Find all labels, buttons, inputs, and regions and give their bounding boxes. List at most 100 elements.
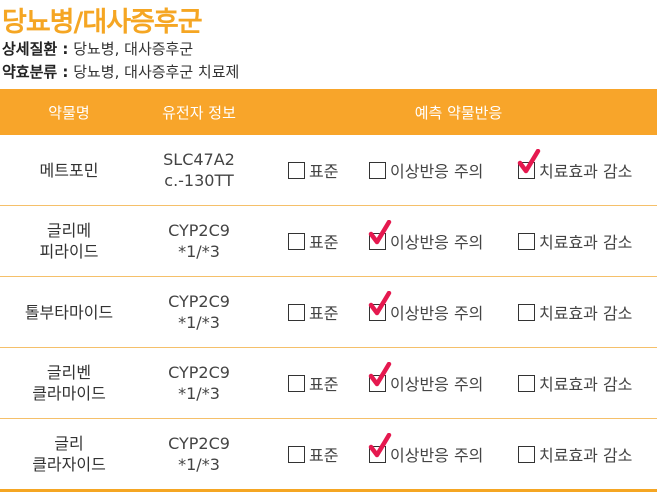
gene-info: CYP2C9 *1/*3 [138, 220, 260, 262]
gene-info-line: CYP2C9 [168, 221, 230, 240]
checkbox[interactable] [518, 232, 535, 250]
drug-name-line: 피라이드 [39, 242, 99, 261]
response-options: 표준 이상반응 주의 치료효과 감소 [260, 135, 657, 205]
option-label: 이상반응 주의 [390, 375, 484, 394]
option-reduced-efficacy: 치료효과 감소 [518, 206, 632, 276]
gene-info: SLC47A2 c.-130TT [138, 149, 260, 191]
option-label: 치료효과 감소 [539, 446, 633, 465]
option-standard: 표준 [288, 277, 338, 347]
option-adverse-reaction-caution: 이상반응 주의 [368, 277, 484, 347]
checkbox[interactable] [288, 374, 305, 392]
col-gene-info: 유전자 정보 [162, 103, 236, 122]
drug-response-table: 약물명 유전자 정보 예측 약물반응 메트포민 SLC47A2 c.-130TT 표준… [0, 89, 657, 492]
gene-info-line: CYP2C9 [168, 363, 230, 382]
option-standard: 표준 [288, 419, 338, 489]
checkbox[interactable] [518, 303, 535, 321]
drug-name-line: 톨부타마이드 [24, 302, 114, 322]
option-reduced-efficacy: 치료효과 감소 [518, 419, 632, 489]
drug-name-line: 클라마이드 [32, 384, 106, 403]
checkmark-icon [368, 361, 392, 386]
checkmark-icon [368, 290, 392, 315]
table-row: 메트포민 SLC47A2 c.-130TT 표준 이상반응 주의 치료효과 감소 [0, 135, 657, 206]
gene-info: CYP2C9 *1/*3 [138, 291, 260, 333]
checkbox[interactable] [368, 432, 392, 463]
option-label: 치료효과 감소 [539, 375, 633, 394]
option-label: 표준 [309, 375, 339, 394]
option-label: 이상반응 주의 [390, 304, 484, 323]
option-reduced-efficacy: 치료효과 감소 [518, 277, 632, 347]
response-options: 표준 이상반응 주의 치료효과 감소 [260, 206, 657, 276]
option-label: 치료효과 감소 [539, 233, 633, 252]
option-adverse-reaction-caution: 이상반응 주의 [369, 135, 483, 205]
gene-info-line: SLC47A2 [163, 150, 235, 169]
detail-disease-label: 상세질환 : [2, 40, 69, 58]
option-label: 표준 [309, 446, 339, 465]
option-standard: 표준 [288, 206, 338, 276]
response-options: 표준 이상반응 주의 치료효과 감소 [260, 277, 657, 347]
response-options: 표준 이상반응 주의 치료효과 감소 [260, 419, 657, 489]
option-reduced-efficacy: 치료효과 감소 [517, 135, 633, 205]
option-adverse-reaction-caution: 이상반응 주의 [368, 206, 484, 276]
checkmark-icon [517, 148, 541, 173]
gene-info: CYP2C9 *1/*3 [138, 433, 260, 475]
checkbox[interactable] [288, 445, 305, 463]
gene-info-line: CYP2C9 [168, 434, 230, 453]
drug-category-value: 당뇨병, 대사증후군 치료제 [73, 63, 240, 81]
table-row: 톨부타마이드 CYP2C9 *1/*3 표준 이상반응 주의 치료효과 감소 [0, 277, 657, 348]
option-label: 표준 [309, 233, 339, 252]
option-standard: 표준 [288, 135, 338, 205]
option-label: 이상반응 주의 [390, 446, 484, 465]
table-header: 약물명 유전자 정보 예측 약물반응 [0, 89, 657, 135]
response-options: 표준 이상반응 주의 치료효과 감소 [260, 348, 657, 418]
checkbox[interactable] [518, 374, 535, 392]
option-adverse-reaction-caution: 이상반응 주의 [368, 419, 484, 489]
checkmark-icon [368, 432, 392, 457]
gene-info-line: *1/*3 [178, 455, 220, 474]
drug-category: 약효분류 : 당뇨병, 대사증후군 치료제 [2, 61, 239, 82]
option-label: 표준 [309, 162, 339, 181]
drug-name-line: 클라자이드 [32, 455, 106, 474]
checkbox[interactable] [368, 219, 392, 250]
option-standard: 표준 [288, 348, 338, 418]
checkbox[interactable] [288, 161, 305, 179]
gene-info-line: c.-130TT [164, 171, 234, 190]
drug-name-line: 글리 [54, 434, 84, 453]
table-body: 메트포민 SLC47A2 c.-130TT 표준 이상반응 주의 치료효과 감소 글리메 피라… [0, 135, 657, 489]
option-label: 이상반응 주의 [390, 162, 484, 181]
option-label: 치료효과 감소 [539, 162, 633, 181]
option-label: 치료효과 감소 [539, 304, 633, 323]
drug-name-line: 메트포민 [39, 160, 99, 180]
checkbox[interactable] [288, 232, 305, 250]
col-drug-name: 약물명 [48, 103, 90, 122]
checkbox[interactable] [369, 161, 386, 179]
gene-info-line: *1/*3 [178, 313, 220, 332]
checkbox[interactable] [518, 445, 535, 463]
drug-name: 톨부타마이드 [0, 302, 138, 323]
drug-name: 메트포민 [0, 160, 138, 181]
gene-info-line: *1/*3 [178, 384, 220, 403]
checkbox[interactable] [517, 148, 541, 179]
checkbox[interactable] [288, 303, 305, 321]
option-reduced-efficacy: 치료효과 감소 [518, 348, 632, 418]
detail-disease-value: 당뇨병, 대사증후군 [73, 40, 194, 58]
option-label: 표준 [309, 304, 339, 323]
gene-info-line: *1/*3 [178, 242, 220, 261]
detail-disease: 상세질환 : 당뇨병, 대사증후군 [2, 38, 193, 59]
option-adverse-reaction-caution: 이상반응 주의 [368, 348, 484, 418]
checkmark-icon [368, 219, 392, 244]
checkbox[interactable] [368, 361, 392, 392]
col-predicted-response: 예측 약물반응 [414, 103, 503, 122]
page-title: 당뇨병/대사증후군 [2, 7, 203, 38]
drug-name-line: 글리벤 [46, 363, 92, 382]
gene-info: CYP2C9 *1/*3 [138, 362, 260, 404]
drug-name-line: 글리메 [46, 221, 92, 240]
drug-category-label: 약효분류 : [2, 63, 69, 81]
checkbox[interactable] [368, 290, 392, 321]
option-label: 이상반응 주의 [390, 233, 484, 252]
